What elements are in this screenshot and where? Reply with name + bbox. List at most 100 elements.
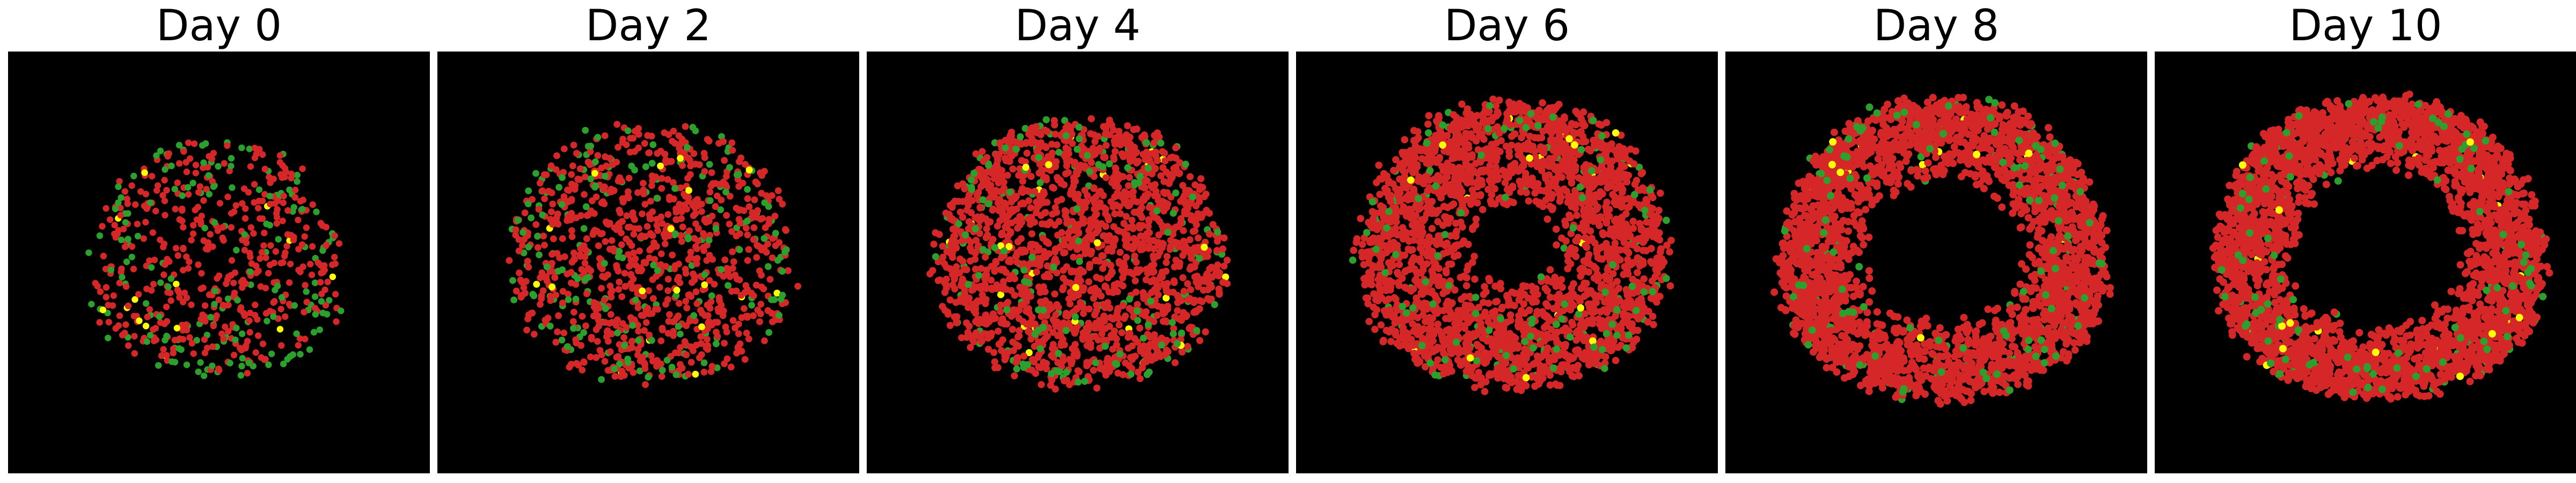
red-cell-dot xyxy=(228,257,236,264)
red-cell-dot xyxy=(1029,356,1036,363)
red-cell-dot xyxy=(1111,236,1119,244)
green-cell-dot xyxy=(684,235,692,243)
red-cell-dot xyxy=(1085,305,1093,313)
red-cell-dot xyxy=(277,259,284,267)
red-cell-dot xyxy=(159,192,166,199)
red-cell-dot xyxy=(1074,244,1081,251)
red-cell-dot xyxy=(1007,198,1015,206)
red-cell-dot xyxy=(1101,153,1109,161)
red-cell-dot xyxy=(988,330,996,337)
red-cell-dot xyxy=(1184,343,1191,350)
red-cell-dot xyxy=(715,294,723,301)
red-cell-dot xyxy=(1020,260,1028,267)
red-cell-dot xyxy=(1170,325,1177,332)
green-cell-dot xyxy=(275,236,282,243)
red-cell-dot xyxy=(582,173,589,180)
red-cell-dot xyxy=(706,188,714,196)
red-cell-dot xyxy=(670,195,677,203)
red-cell-dot xyxy=(980,330,988,338)
green-cell-dot xyxy=(632,296,639,304)
green-cell-dot xyxy=(777,296,785,303)
red-cell-dot xyxy=(1409,285,1417,293)
red-cell-dot xyxy=(319,222,326,229)
red-cell-dot xyxy=(284,207,291,214)
red-cell-dot xyxy=(972,318,979,325)
red-cell-dot xyxy=(607,289,614,297)
red-cell-dot xyxy=(997,308,1004,316)
red-cell-dot xyxy=(160,271,167,279)
red-cell-dot xyxy=(579,313,586,320)
red-cell-dot xyxy=(1153,311,1161,319)
green-cell-dot xyxy=(175,142,183,149)
red-cell-dot xyxy=(1018,302,1025,309)
red-cell-dot xyxy=(634,304,642,311)
green-cell-dot xyxy=(580,225,588,232)
red-cell-dot xyxy=(1185,325,1193,332)
red-cell-dot xyxy=(1026,260,1033,268)
red-cell-dot xyxy=(673,314,680,321)
red-cell-dot xyxy=(288,174,295,182)
red-cell-dot xyxy=(257,255,264,262)
red-cell-dot xyxy=(1560,363,1568,370)
cell-scatter-image xyxy=(1296,52,1718,473)
green-cell-dot xyxy=(210,183,217,190)
red-cell-dot xyxy=(1031,320,1038,328)
red-cell-dot xyxy=(946,321,954,329)
red-cell-dot xyxy=(682,153,689,160)
red-cell-dot xyxy=(1028,230,1036,238)
red-cell-dot xyxy=(1196,186,1204,193)
green-cell-dot xyxy=(264,318,270,325)
green-cell-dot xyxy=(206,191,213,197)
red-cell-dot xyxy=(1220,234,1228,241)
red-cell-dot xyxy=(321,262,328,269)
red-cell-dot xyxy=(1198,298,1206,305)
red-cell-dot xyxy=(570,142,577,149)
green-cell-dot xyxy=(1021,278,1028,286)
green-cell-dot xyxy=(768,296,775,303)
red-cell-dot xyxy=(751,196,758,203)
red-cell-dot xyxy=(1051,290,1058,298)
green-cell-dot xyxy=(724,282,731,289)
red-cell-dot xyxy=(267,179,274,186)
red-cell-dot xyxy=(618,293,626,301)
red-cell-dot xyxy=(1622,210,1630,218)
green-cell-dot xyxy=(211,219,218,226)
red-cell-dot xyxy=(297,197,304,205)
green-cell-dot xyxy=(1055,350,1063,357)
red-cell-dot xyxy=(1034,254,1042,262)
yellow-cell-dot xyxy=(173,325,181,332)
red-cell-dot xyxy=(201,302,209,309)
red-cell-dot xyxy=(982,253,989,261)
yellow-cell-dot xyxy=(548,283,555,291)
red-cell-dot xyxy=(176,294,183,301)
red-cell-dot xyxy=(520,284,528,291)
red-cell-dot xyxy=(1143,358,1150,365)
green-cell-dot xyxy=(722,188,729,196)
panel-day-6: Day 6 xyxy=(1296,0,1718,483)
red-cell-dot xyxy=(246,310,254,317)
red-cell-dot xyxy=(642,319,650,326)
red-cell-dot xyxy=(750,236,757,243)
yellow-cell-dot xyxy=(1026,349,1033,356)
green-cell-dot xyxy=(1040,324,1047,331)
red-cell-dot xyxy=(606,245,613,253)
red-cell-dot xyxy=(748,289,755,297)
red-cell-dot xyxy=(1021,248,1029,255)
red-cell-dot xyxy=(670,128,677,135)
red-cell-dot xyxy=(251,181,258,188)
red-cell-dot xyxy=(1172,257,1180,264)
red-cell-dot xyxy=(630,369,637,376)
red-cell-dot xyxy=(1472,159,1480,167)
red-cell-dot xyxy=(247,253,254,260)
red-cell-dot xyxy=(1655,207,1663,214)
red-cell-dot xyxy=(1178,348,1185,355)
green-cell-dot xyxy=(1000,247,1008,255)
red-cell-dot xyxy=(276,159,283,166)
green-cell-dot xyxy=(319,247,326,254)
red-cell-dot xyxy=(1047,166,1055,174)
green-cell-dot xyxy=(582,127,589,134)
green-cell-dot xyxy=(1095,161,1102,169)
red-cell-dot xyxy=(1167,193,1175,201)
red-cell-dot xyxy=(1583,280,1590,287)
red-cell-dot xyxy=(1220,262,1228,270)
